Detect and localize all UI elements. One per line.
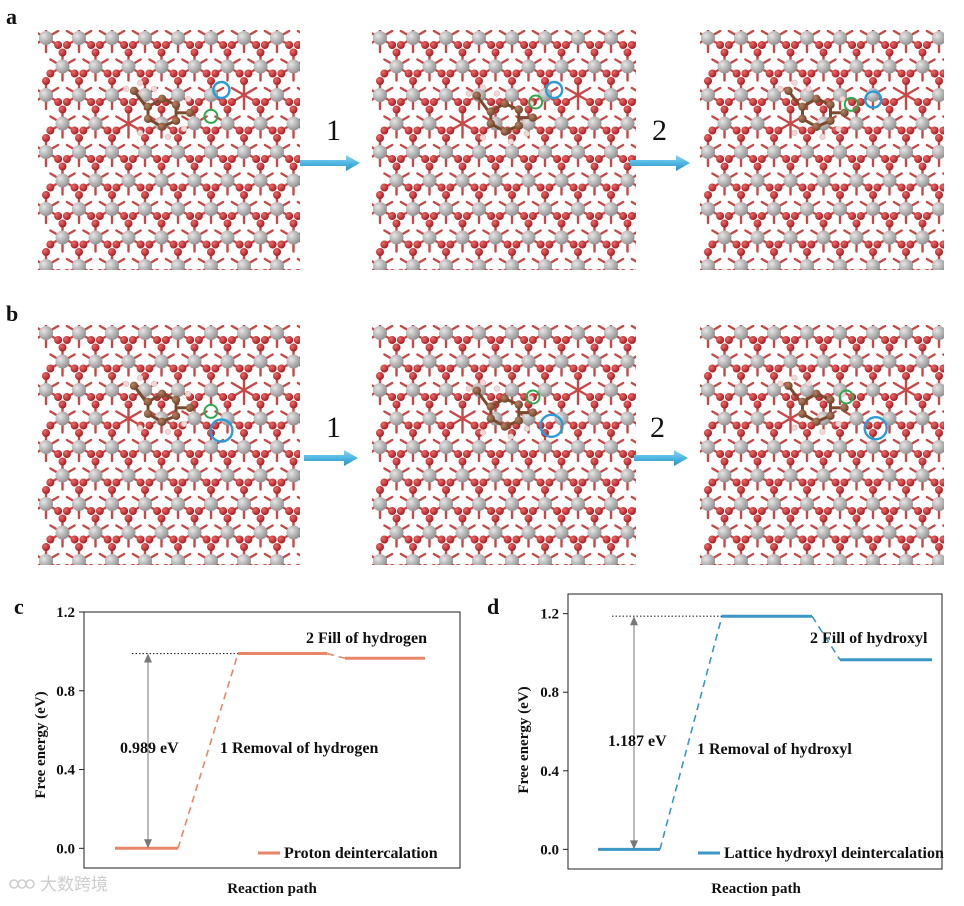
- watermark-logo-icon-2: [17, 879, 27, 889]
- vacancy-blue-marker: [863, 416, 888, 441]
- panel-label-d: d: [487, 594, 499, 619]
- y-tick-label: 0.0: [540, 842, 559, 858]
- chart-c-legend: Proton deintercalation: [284, 845, 438, 862]
- chart-d-step-1-label: 1 Removal of hydroxyl: [697, 741, 852, 758]
- structure-panel-a-3: [700, 30, 944, 270]
- adsorbed-molecule: [122, 79, 195, 140]
- transition-line-1: [659, 615, 723, 850]
- transition-line-2: [811, 615, 841, 661]
- transition-line-2: [326, 652, 346, 660]
- row-b-arrows: 1 2: [304, 411, 688, 466]
- structure-panel-b-3: [700, 325, 944, 565]
- transition-line-1: [177, 653, 239, 849]
- step-2-label-a: 2: [652, 114, 667, 147]
- panel-label-a: a: [6, 4, 17, 29]
- chart-c-frame: [83, 611, 461, 869]
- chart-c: 0.0 0.4 0.8 1.2 Free energy (eV) Reaction p…: [33, 605, 461, 897]
- barrier-arrow-head-up: [144, 653, 152, 663]
- step-2-label-b: 2: [650, 411, 665, 444]
- chart-d: 0.0 0.4 0.8 1.2 Free energy (eV) Reaction p…: [516, 593, 944, 897]
- chart-c-ylabel: Free energy (eV): [33, 691, 49, 798]
- watermark-logo-icon: [9, 879, 19, 889]
- vacancy-blue-marker: [539, 413, 564, 438]
- chart-d-frame: [567, 593, 943, 870]
- chart-d-step-2-label: 2 Fill of hydroxyl: [810, 630, 928, 647]
- adsorbed-molecule: [465, 379, 537, 440]
- structure-panel-b-2: [372, 325, 636, 565]
- active-site-green-marker: [203, 403, 219, 419]
- arrow-step-1-a: [300, 155, 360, 171]
- structure-panels: [38, 30, 944, 565]
- arrow-step-1-b: [304, 450, 358, 466]
- barrier-arrow-head-down: [630, 840, 638, 850]
- active-site-green-marker: [528, 94, 544, 110]
- y-tick-label: 0.4: [56, 763, 75, 779]
- chart-c-step-1-label: 1 Removal of hydrogen: [220, 740, 378, 757]
- y-tick-label: 0.8: [540, 685, 559, 701]
- active-site-green-marker: [838, 389, 854, 405]
- active-site-green-marker: [843, 96, 859, 112]
- chart-c-step-2-label: 2 Fill of hydrogen: [306, 630, 427, 647]
- barrier-arrow-head-up: [630, 616, 638, 626]
- vacancy-blue-marker: [209, 418, 234, 443]
- row-a-arrows: 1 2: [300, 114, 690, 171]
- adsorbed-molecule: [777, 79, 849, 140]
- active-site-green-marker: [525, 389, 541, 405]
- watermark: 大数跨境: [9, 875, 108, 895]
- chart-d-ylabel: Free energy (eV): [516, 686, 532, 793]
- chart-d-xlabel: Reaction path: [711, 881, 801, 897]
- adsorbed-molecule: [465, 84, 537, 145]
- structure-panel-b-1: [38, 325, 300, 565]
- watermark-text: 大数跨境: [40, 875, 108, 895]
- structure-panel-a-1: [38, 30, 300, 270]
- active-site-green-marker: [203, 108, 219, 124]
- y-tick-label: 1.2: [540, 607, 559, 623]
- chart-c-barrier-label: 0.989 eV: [120, 740, 179, 757]
- structure-panel-a-2: [372, 30, 636, 270]
- panel-label-c: c: [14, 594, 24, 619]
- chart-c-xlabel: Reaction path: [227, 881, 317, 897]
- vacancy-blue-marker: [864, 90, 883, 109]
- barrier-arrow-head-down: [144, 839, 152, 849]
- step-1-label-b: 1: [326, 411, 341, 444]
- step-1-label-a: 1: [326, 114, 341, 147]
- vacancy-blue-marker: [212, 80, 231, 100]
- y-tick-label: 0.4: [540, 764, 559, 780]
- chart-d-legend: Lattice hydroxyl deintercalation: [724, 845, 944, 862]
- y-tick-label: 0.8: [56, 684, 75, 700]
- vacancy-blue-marker: [544, 80, 564, 100]
- arrow-step-2-b: [634, 450, 688, 466]
- adsorbed-molecule: [122, 374, 195, 435]
- y-tick-label: 1.2: [56, 605, 75, 621]
- panel-label-b: b: [6, 301, 18, 326]
- y-tick-label: 0.0: [56, 841, 75, 857]
- chart-d-barrier-label: 1.187 eV: [608, 733, 667, 750]
- arrow-step-2-a: [630, 155, 690, 171]
- watermark-logo-icon-3: [25, 879, 35, 889]
